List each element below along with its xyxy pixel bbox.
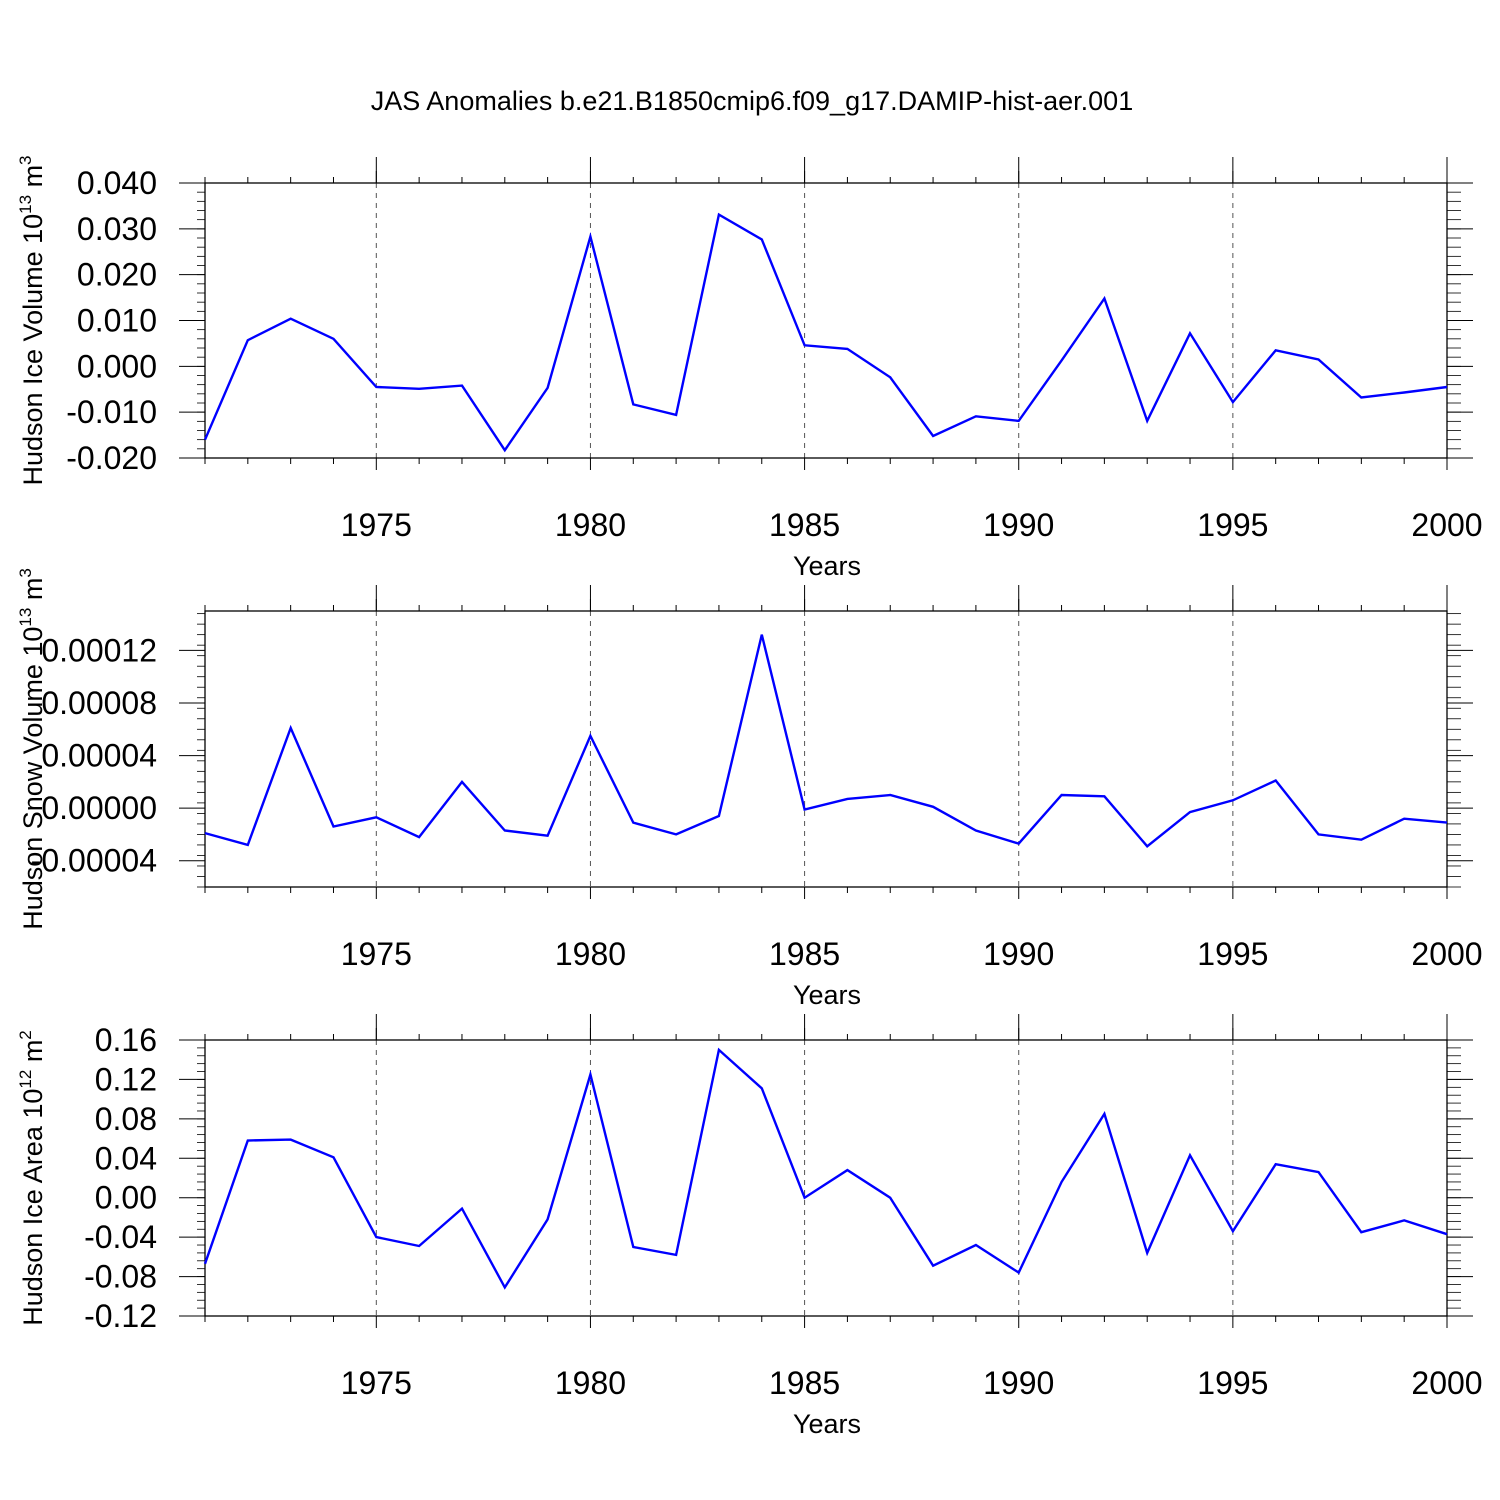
y-axis-title-part: Hudson Ice Volume 10 [18,214,48,486]
x-tick-label: 1980 [555,1365,626,1401]
y-axis-title-superscript: 13 [16,195,35,214]
x-tick-label: 1990 [983,507,1054,543]
x-tick-label: 2000 [1411,1365,1482,1401]
x-tick-label: 1990 [983,936,1054,972]
y-axis-title-superscript: 13 [16,608,35,627]
x-tick-label: 1975 [341,507,412,543]
panels: -0.020 -0.010 0.000 0.010 0.020 0.030 0.040 197… [16,155,1483,1439]
y-tick-label: -0.08 [84,1259,157,1295]
chart-panel-3: -0.12-0.08 -0.040.00 0.040.08 0.120.16 1975 1… [16,1014,1483,1439]
chart-panel-1: -0.020 -0.010 0.000 0.010 0.020 0.030 0.040 197… [16,155,1483,581]
series-line [204,634,1448,848]
x-tick-label: 1975 [341,936,412,972]
x-tick-label: 1975 [341,1365,412,1401]
y-tick-label: 0.08 [95,1101,157,1137]
figure-title: JAS Anomalies b.e21.B1850cmip6.f09_g17.D… [371,86,1133,116]
y-tick-label: 0.04 [95,1140,157,1176]
y-tick-label: -0.020 [66,440,157,476]
y-axis-title-part: m [18,165,48,195]
series-line [203,1047,1448,1290]
x-tick-label: 1980 [555,936,626,972]
y-tick-label: 0.030 [77,211,157,247]
x-tick-label: 1980 [555,507,626,543]
y-tick-label: -0.12 [84,1298,157,1334]
y-tick-label: 0.00 [95,1180,157,1216]
y-axis-title-part: Hudson Snow Volume 10 [18,627,48,930]
y-tick-label: -0.010 [66,394,157,430]
y-tick-label: 0.00008 [41,685,157,721]
y-axis-title-part: Hudson Ice Area 10 [18,1089,48,1326]
y-axis-title: Hudson Ice Area 1012 m2 [16,1030,48,1326]
x-tick-label: 1995 [1197,507,1268,543]
plot-frame [204,1039,1448,1317]
series-line [203,212,1448,453]
y-tick-label: 0.16 [95,1022,157,1058]
y-tick-label: 0.000 [77,348,157,384]
y-axis-title-superscript: 3 [16,568,35,577]
y-axis-title-superscript: 3 [16,155,35,164]
y-axis-title-superscript: 2 [16,1030,35,1039]
x-tick-label: 1985 [769,507,840,543]
y-tick-label: 0.020 [77,257,157,293]
y-tick-label: 0.00004 [41,738,157,774]
x-axis-title: Years [793,1409,861,1439]
plot-frame [204,610,1448,888]
x-tick-label: 1995 [1197,1365,1268,1401]
y-tick-label: 0.010 [77,303,157,339]
y-axis-title: Hudson Ice Volume 1013 m3 [16,155,48,485]
y-tick-label: 0.12 [95,1061,157,1097]
y-axis-title-superscript: 12 [16,1070,35,1089]
y-tick-label: 0.00000 [41,790,157,826]
x-tick-label: 1995 [1197,936,1268,972]
y-tick-label: -0.00004 [31,843,157,879]
x-axis-title: Years [793,980,861,1010]
x-tick-label: 2000 [1411,507,1482,543]
x-tick-label: 1990 [983,1365,1054,1401]
x-tick-label: 1985 [769,936,840,972]
x-tick-label: 2000 [1411,936,1482,972]
y-tick-label: 0.040 [77,165,157,201]
y-tick-label: -0.04 [84,1219,157,1255]
y-axis-title-part: m [18,1040,48,1070]
chart-panel-2: -0.00004 0.00000 0.00004 0.00008 0.00012 1975… [16,568,1483,1010]
y-axis-title: Hudson Snow Volume 1013 m3 [16,568,48,930]
x-axis-title: Years [793,551,861,581]
x-tick-label: 1985 [769,1365,840,1401]
y-axis-title-part: m [18,578,48,608]
y-tick-label: 0.00012 [41,632,157,668]
